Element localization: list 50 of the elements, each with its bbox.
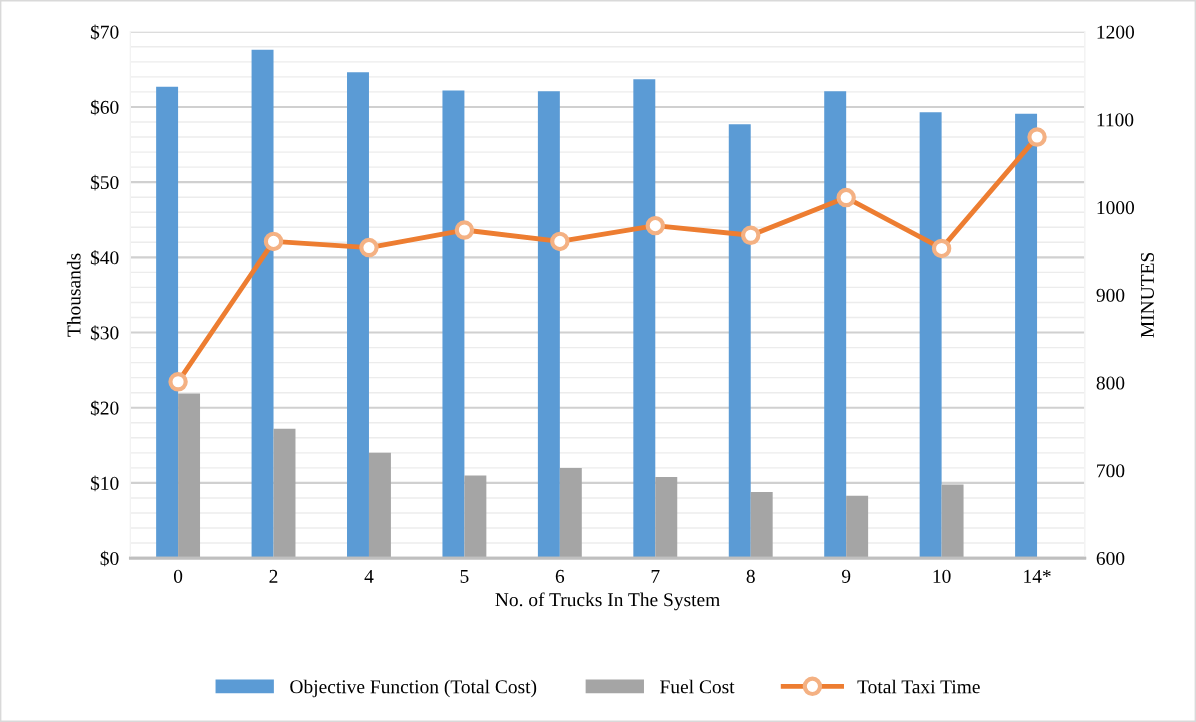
y-tick-label: $0 (100, 550, 119, 567)
x-tick-label: 2 (269, 569, 278, 583)
y2-tick-label: 900 (1096, 288, 1125, 302)
bar (728, 124, 751, 559)
y2-tick-label: 1000 (1097, 201, 1135, 215)
bar (633, 79, 656, 559)
y2-tick-label: 700 (1097, 464, 1125, 478)
x-axis-title: No. of Trucks In The System (495, 592, 720, 611)
x-tick-label: 0 (173, 569, 183, 583)
bar (273, 428, 296, 559)
bar (347, 72, 369, 559)
y2-tick-label: 600 (1096, 551, 1125, 566)
y-tick-label: $20 (90, 400, 119, 416)
y2-tick-label: 1200 (1097, 25, 1135, 39)
y2-axis-title: MINUTES (1140, 252, 1155, 338)
bar (178, 393, 201, 559)
x-tick-label: 8 (746, 569, 755, 583)
y2-tick-label: 1100 (1097, 113, 1134, 127)
bar (442, 90, 465, 559)
x-tick-label: 9 (841, 569, 851, 583)
y-tick-label: $30 (90, 325, 119, 341)
bar (537, 91, 560, 559)
bar (655, 476, 678, 559)
y-axis-title: Thousands (66, 253, 81, 337)
y-tick-label: $50 (90, 174, 119, 191)
bar (368, 452, 391, 559)
bar (156, 86, 179, 559)
bar (464, 475, 487, 559)
y-tick-label: $40 (90, 250, 119, 266)
y-tick-label: $70 (90, 24, 119, 40)
bar (750, 491, 773, 559)
x-tick-label: 4 (364, 569, 374, 583)
bar (941, 484, 964, 559)
x-tick-label: 6 (555, 569, 565, 583)
legend-label: Fuel Cost (660, 679, 735, 694)
bar (559, 467, 582, 559)
y-tick-label: $60 (90, 99, 119, 116)
x-tick-label: 10 (933, 569, 951, 583)
bar (824, 91, 847, 559)
y2-tick-label: 800 (1096, 376, 1125, 390)
x-tick-label: 5 (460, 569, 469, 583)
x-tick-label: 14* (1024, 569, 1051, 583)
legend-label: Objective Function (Total Cost) (290, 679, 537, 698)
y-tick-label: $10 (90, 475, 119, 492)
bar (251, 49, 274, 559)
bar (919, 112, 942, 559)
bar (846, 495, 869, 559)
bar (1015, 113, 1038, 559)
x-tick-label: 7 (651, 569, 660, 583)
legend-label: Total Taxi Time (857, 679, 980, 694)
